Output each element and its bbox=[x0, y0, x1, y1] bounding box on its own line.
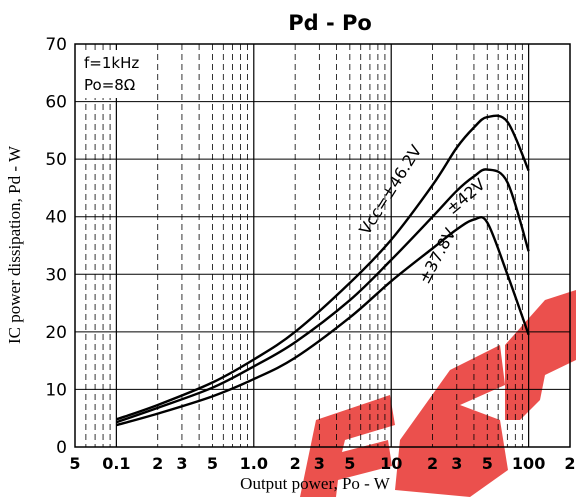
watermark-letter-e bbox=[300, 395, 395, 497]
x-tick-label: 2 bbox=[564, 454, 575, 473]
plot-frame bbox=[74, 43, 571, 448]
series-label-42v: ±42V bbox=[442, 175, 489, 218]
y-tick-label: 60 bbox=[45, 93, 67, 113]
y-tick-label: 30 bbox=[45, 265, 67, 285]
x-tick-label: 5 bbox=[482, 454, 493, 473]
x-tick-label: 5 bbox=[207, 454, 218, 473]
series-line-0 bbox=[115, 114, 530, 421]
series-line-1 bbox=[115, 168, 530, 424]
watermark-letter-s bbox=[395, 345, 508, 497]
x-tick-label: 10 bbox=[380, 454, 402, 473]
series-lines bbox=[115, 114, 530, 427]
condition-load: Po=8Ω bbox=[84, 76, 135, 94]
x-tick-label: 2 bbox=[290, 454, 301, 473]
conditions-box bbox=[80, 50, 156, 98]
watermark bbox=[300, 290, 576, 497]
y-tick-label: 40 bbox=[45, 208, 67, 228]
y-tick-label: 0 bbox=[56, 438, 67, 458]
y-tick-label: 50 bbox=[45, 150, 67, 170]
y-tick-label: 20 bbox=[45, 323, 67, 343]
watermark-letter-p bbox=[505, 290, 576, 420]
x-tick-label: 2 bbox=[427, 454, 438, 473]
x-tick-label: 3 bbox=[176, 454, 187, 473]
x-tick-label: 3 bbox=[314, 454, 325, 473]
y-axis-label: IC power dissipation, Pd - W bbox=[5, 145, 24, 344]
x-tick-label: 0.1 bbox=[102, 454, 130, 473]
y-tick-labels: 0 10 20 30 40 50 60 70 bbox=[45, 35, 67, 458]
series-line-2 bbox=[116, 215, 530, 427]
x-tick-label: 1.0 bbox=[240, 454, 268, 473]
x-tick-label: 3 bbox=[451, 454, 462, 473]
x-tick-label: 5 bbox=[69, 454, 80, 473]
grid bbox=[75, 44, 570, 447]
x-tick-label: 2 bbox=[152, 454, 163, 473]
y-tick-label: 70 bbox=[45, 35, 67, 55]
x-axis-label: Output power, Po - W bbox=[240, 474, 391, 493]
x-tick-label: 5 bbox=[344, 454, 355, 473]
chart-title: Pd - Po bbox=[288, 11, 372, 35]
x-tick-label: 100 bbox=[512, 454, 545, 473]
condition-frequency: f=1kHz bbox=[84, 54, 139, 72]
series-label-46v: Vcc=±46.2V bbox=[355, 142, 425, 239]
y-tick-label: 10 bbox=[45, 380, 67, 400]
x-tick-labels: 5 0.1 2 3 5 1.0 2 3 5 10 2 3 5 100 2 bbox=[69, 454, 575, 473]
